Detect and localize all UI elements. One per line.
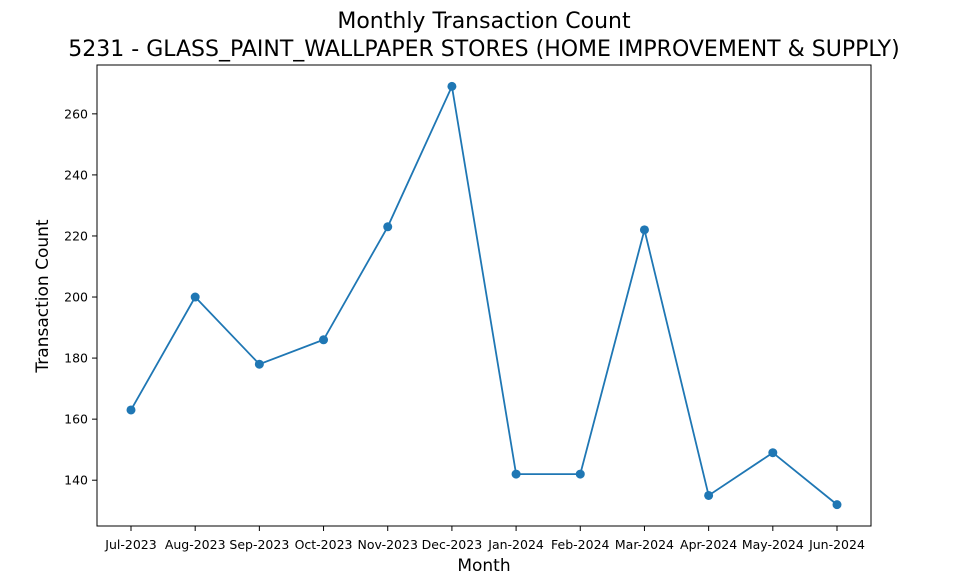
x-tick-label: Apr-2024 (680, 537, 737, 552)
x-tick-label: Mar-2024 (615, 537, 674, 552)
data-point (319, 335, 329, 345)
plot-area (96, 64, 872, 527)
data-point (511, 469, 521, 479)
data-point (768, 448, 778, 458)
data-point (254, 359, 264, 369)
x-tick-label: Nov-2023 (358, 537, 418, 552)
data-point (639, 225, 649, 235)
x-tick-label: Sep-2023 (229, 537, 289, 552)
y-tick-label: 240 (64, 167, 88, 182)
y-tick-label: 160 (64, 412, 88, 427)
y-tick-label: 200 (64, 290, 88, 305)
chart-title: Monthly Transaction Count (337, 9, 631, 34)
data-point (832, 500, 842, 510)
data-point (447, 81, 457, 91)
x-axis: Jul-2023 Aug-2023 Sep-2023 Oct-2023 Nov-2023… (104, 526, 865, 552)
series-layer (126, 81, 842, 510)
x-tick-label: Aug-2023 (165, 537, 226, 552)
data-point (575, 469, 585, 479)
y-axis: 140 160 180 200 220 240 260 (64, 106, 97, 488)
x-tick-label: Feb-2024 (551, 537, 610, 552)
series-line (130, 83, 838, 506)
x-tick-label: Jan-2024 (487, 537, 544, 552)
y-tick-label: 140 (64, 473, 88, 488)
x-tick-label: Dec-2023 (422, 537, 483, 552)
x-tick-label: Oct-2023 (295, 537, 353, 552)
y-tick-label: 220 (64, 228, 88, 243)
x-tick-label: Jun-2024 (808, 537, 865, 552)
data-point (383, 222, 393, 232)
chart-subtitle: 5231 - GLASS_PAINT_WALLPAPER STORES (HOM… (68, 37, 899, 62)
y-axis-label: Transaction Count (33, 219, 53, 373)
y-tick-label: 180 (64, 351, 88, 366)
x-axis-label: Month (457, 556, 510, 576)
data-point (126, 405, 136, 415)
y-tick-label: 260 (64, 106, 88, 121)
x-tick-label: Jul-2023 (104, 537, 156, 552)
x-tick-label: May-2024 (742, 537, 804, 552)
data-point (704, 490, 714, 500)
data-point (190, 292, 200, 302)
